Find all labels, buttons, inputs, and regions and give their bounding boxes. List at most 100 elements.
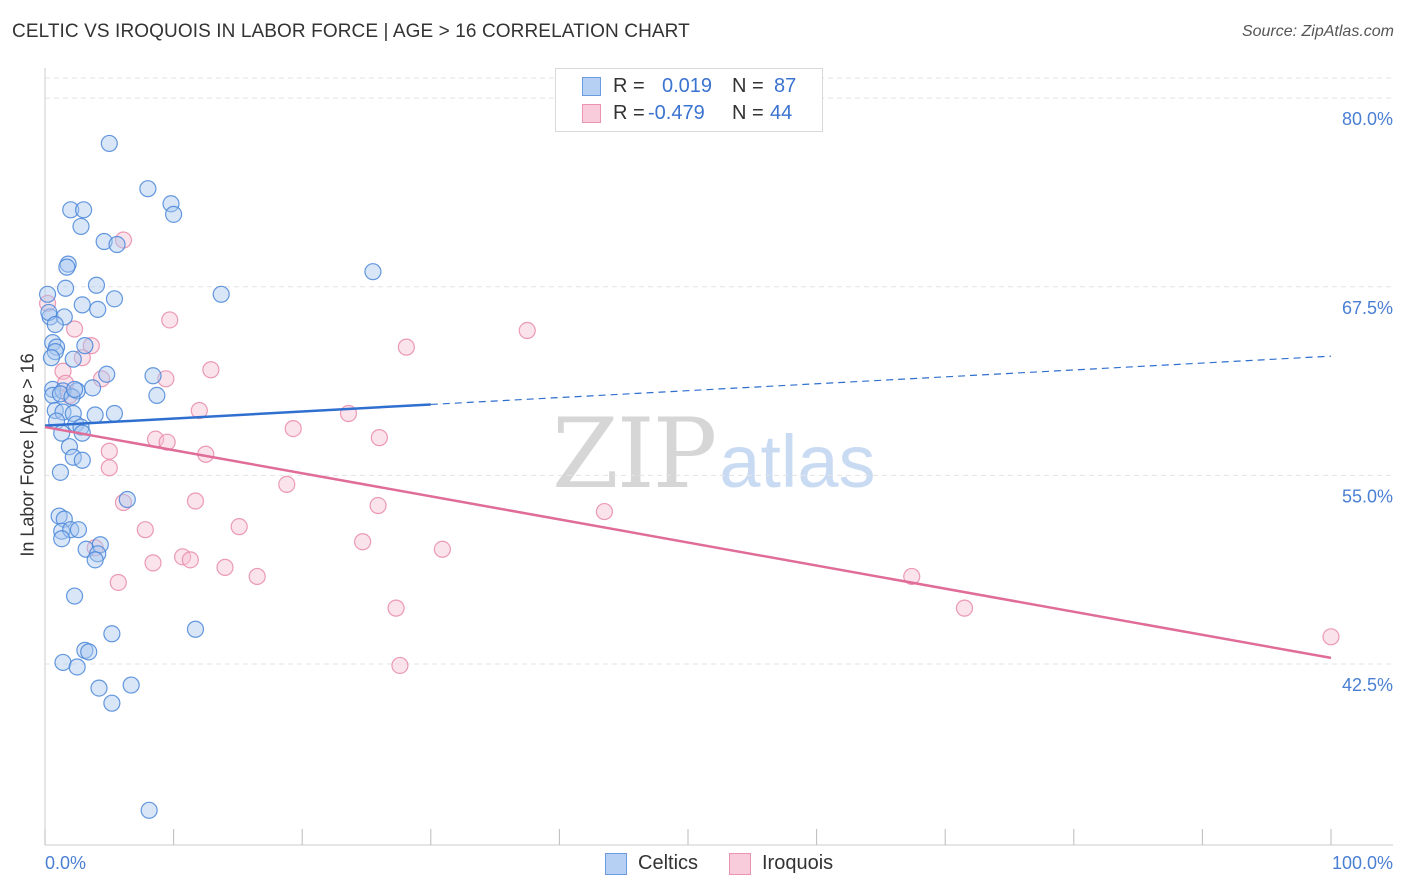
- celtics-trend-line-dashed: [430, 355, 1332, 406]
- bottom-legend-label-iroquois: Iroquois: [762, 852, 834, 874]
- bottom-legend-swatch-iroquois: [729, 853, 751, 875]
- iroquois-point: [65, 320, 84, 338]
- celtics-point: [80, 643, 98, 661]
- celtics-point: [212, 285, 230, 303]
- legend-n-label: N =: [732, 75, 764, 97]
- iroquois-point: [391, 656, 409, 675]
- axes: [44, 68, 1393, 846]
- celtics-point: [162, 195, 180, 213]
- iroquois-point: [248, 567, 266, 586]
- iroquois-points: [38, 231, 1340, 675]
- celtics-point: [51, 463, 70, 481]
- watermark: ZIPatlas: [552, 398, 876, 510]
- iroquois-point: [903, 567, 921, 586]
- celtics-point: [74, 201, 93, 219]
- celtics-point: [90, 679, 108, 697]
- iroquois-point: [190, 401, 208, 420]
- celtics-point: [95, 232, 113, 251]
- trend-lines: [44, 355, 1332, 660]
- iroquois-point: [157, 370, 175, 388]
- gridlines: [45, 77, 1393, 665]
- celtics-point: [87, 276, 106, 294]
- celtics-point: [56, 279, 75, 297]
- iroquois-point: [144, 554, 162, 572]
- celtics-point: [58, 258, 76, 276]
- watermark-zip: ZIP: [552, 398, 717, 510]
- iroquois-point: [216, 558, 234, 576]
- iroquois-point: [181, 551, 199, 569]
- legend-swatch-celtics: [582, 77, 601, 96]
- celtics-point: [64, 404, 82, 423]
- celtics-point: [76, 337, 94, 355]
- celtics-point: [54, 653, 72, 672]
- celtics-points: [38, 134, 382, 819]
- y-tick-label: 55.0%: [1342, 486, 1393, 506]
- legend-r-label: R =: [613, 102, 645, 124]
- iroquois-trend-line: [44, 425, 1332, 660]
- celtics-point: [65, 380, 84, 398]
- x-tick-label: 100.0%: [1332, 853, 1393, 873]
- source-label: Source: ZipAtlas.com: [1241, 23, 1394, 40]
- celtics-point: [60, 438, 79, 456]
- chart-title: CELTIC VS IROQUOIS IN LABOR FORCE | AGE …: [12, 21, 690, 42]
- legend-n-value: 87: [774, 75, 797, 97]
- celtics-point: [89, 300, 107, 318]
- watermark-atlas: atlas: [719, 420, 876, 503]
- celtics-point: [65, 587, 84, 605]
- iroquois-point: [230, 518, 248, 536]
- iroquois-point: [518, 321, 536, 340]
- legend-r-value: 0.019: [662, 75, 713, 97]
- iroquois-point: [100, 442, 118, 460]
- celtics-point: [38, 285, 57, 303]
- iroquois-point: [186, 492, 205, 510]
- bottom-legend-swatch-celtics: [605, 853, 627, 875]
- correlation-legend: R = 0.019 N = 87 R = -0.479 N = 44: [555, 68, 823, 132]
- celtics-point: [103, 694, 121, 712]
- legend-n-value: 44: [770, 102, 793, 124]
- y-tick-label: 42.5%: [1342, 675, 1393, 695]
- y-tick-label: 67.5%: [1342, 298, 1393, 318]
- iroquois-point: [202, 361, 220, 379]
- celtics-point: [72, 217, 90, 236]
- celtics-point: [364, 263, 382, 281]
- celtics-point: [103, 625, 121, 643]
- celtics-point: [42, 349, 61, 367]
- iroquois-point: [1322, 628, 1340, 646]
- iroquois-point: [397, 338, 415, 356]
- celtics-point: [64, 448, 82, 466]
- celtics-point: [118, 490, 136, 509]
- celtics-point: [64, 350, 82, 368]
- celtics-point: [46, 315, 64, 334]
- celtics-point: [73, 451, 91, 469]
- iroquois-point: [82, 337, 100, 355]
- celtics-point: [108, 235, 126, 254]
- celtics-point: [105, 290, 124, 308]
- iroquois-point: [161, 311, 179, 329]
- iroquois-point: [278, 475, 296, 494]
- legend-r-label: R =: [613, 75, 645, 97]
- celtics-point: [68, 658, 86, 676]
- iroquois-point: [136, 521, 154, 539]
- y-tick-label: 80.0%: [1342, 109, 1393, 129]
- celtics-point: [100, 134, 118, 153]
- celtics-point: [140, 801, 158, 819]
- tick-labels: 42.5% 55.0% 67.5% 80.0% 0.0% 100.0%: [45, 109, 1393, 873]
- iroquois-point: [433, 540, 451, 558]
- celtics-point: [86, 406, 104, 424]
- x-tick-label: 0.0%: [45, 853, 86, 873]
- iroquois-point: [370, 429, 388, 447]
- celtics-point: [69, 521, 88, 539]
- celtics-point: [148, 386, 166, 404]
- iroquois-point: [109, 573, 127, 592]
- iroquois-point: [100, 459, 118, 477]
- celtics-point: [139, 180, 157, 198]
- celtics-trend-line: [44, 403, 431, 427]
- legend-swatch-iroquois: [582, 104, 601, 123]
- celtics-point: [105, 404, 124, 423]
- celtics-point: [86, 551, 104, 569]
- celtics-point: [186, 620, 205, 638]
- iroquois-point: [284, 419, 302, 438]
- iroquois-point: [354, 533, 372, 551]
- celtics-point: [62, 201, 80, 219]
